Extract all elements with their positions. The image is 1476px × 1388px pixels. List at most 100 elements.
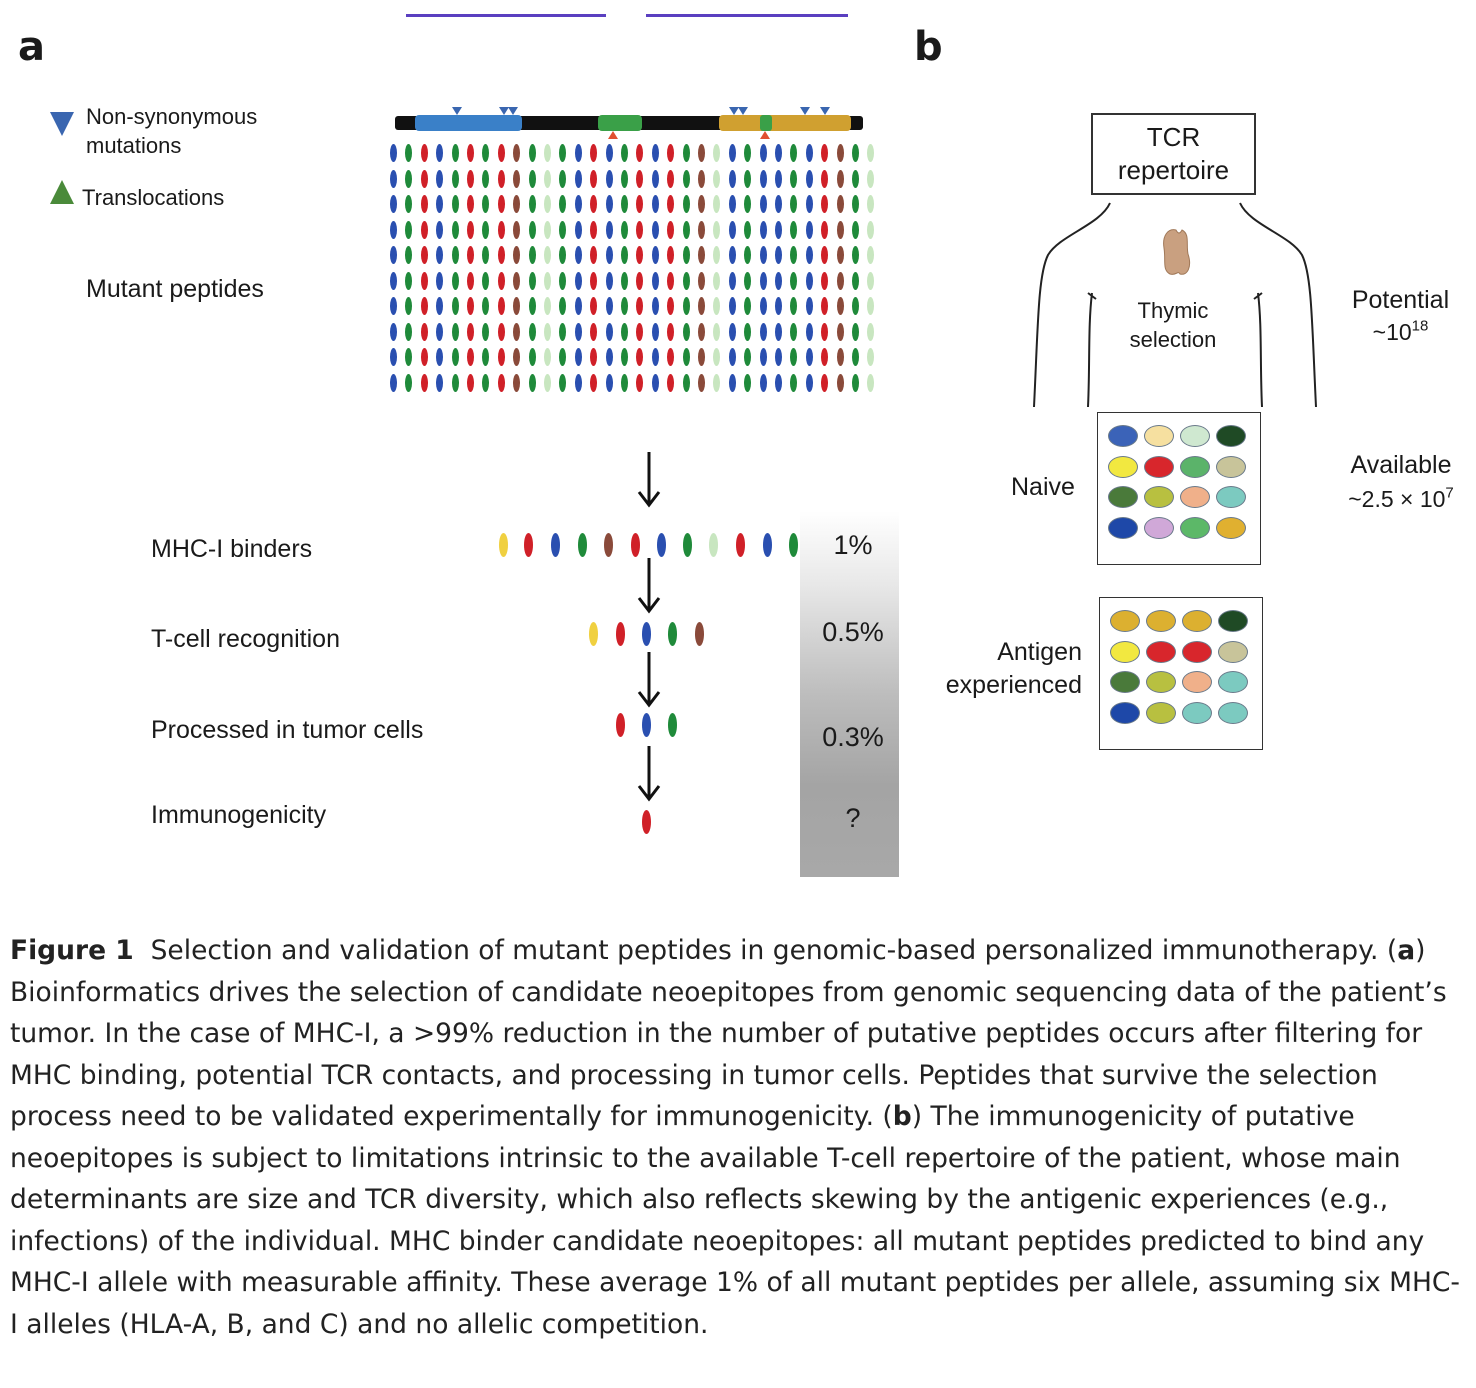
peptide-mark xyxy=(513,348,521,366)
peptide-mark xyxy=(775,169,782,188)
translocation-triangle-icon xyxy=(50,180,74,204)
naive-repertoire-grid xyxy=(1097,412,1261,565)
peptide-mark xyxy=(482,169,490,188)
peptide-mark xyxy=(513,220,521,239)
peptide-mark xyxy=(544,348,551,366)
peptide-mark xyxy=(728,246,736,264)
peptide-mark xyxy=(420,220,428,239)
tcr-clone-dot xyxy=(1144,486,1174,508)
peptide-mark xyxy=(728,220,736,239)
peptide-mark xyxy=(513,195,521,213)
peptide-mark xyxy=(605,348,613,366)
potential-label: Potential ~1018 xyxy=(1351,286,1450,345)
peptide-mark xyxy=(651,144,659,162)
peptide-mark xyxy=(713,144,721,162)
peptide-mark xyxy=(467,373,474,392)
peptide-mark xyxy=(621,348,628,366)
peptide-mark xyxy=(436,144,444,162)
peptide-mark xyxy=(836,373,844,392)
peptide-mark xyxy=(544,271,551,290)
peptide-mark xyxy=(436,271,444,290)
caption-b-text: The immunogenicity of putative neoepitop… xyxy=(10,1101,1460,1340)
peptide-mark xyxy=(805,271,813,290)
peptide-mark xyxy=(790,195,798,213)
peptide-mark xyxy=(574,144,582,162)
peptide-mark xyxy=(636,220,644,239)
peptide-mark xyxy=(821,220,829,239)
peptide-mark xyxy=(467,220,474,239)
peptide-mark xyxy=(451,373,459,392)
tcr-clone-dot xyxy=(1182,610,1212,632)
peptide-mark xyxy=(682,220,690,239)
peptide-mark xyxy=(467,271,474,290)
peptide-mark xyxy=(728,297,736,315)
peptide-mark xyxy=(728,169,736,188)
peptide-mark xyxy=(759,322,767,341)
thymic-selection-label: Thymic selection xyxy=(1129,298,1217,352)
tcr-clone-dot xyxy=(1108,425,1138,447)
peptide-mark xyxy=(821,322,829,341)
peptide-mark xyxy=(513,373,521,392)
peptide-mark xyxy=(436,220,444,239)
peptide-mark xyxy=(405,348,413,366)
peptide-mark xyxy=(651,220,659,239)
peptide-mark xyxy=(574,297,582,315)
peptide-mark xyxy=(405,144,413,162)
peptide-mark xyxy=(559,373,567,392)
panel-b-letter: b xyxy=(914,24,943,70)
tcr-clone-dot xyxy=(1216,455,1246,478)
peptide-mark xyxy=(836,195,844,213)
peptide-mark xyxy=(698,144,705,162)
peptide-mark xyxy=(467,322,474,341)
peptide-mark xyxy=(698,271,705,290)
peptide-mark xyxy=(821,297,829,315)
peptide-mark xyxy=(651,271,659,290)
peptide-mark xyxy=(852,348,859,366)
tcr-clone-dot xyxy=(1216,486,1246,508)
peptide-mark xyxy=(805,144,813,162)
percent-value: ? xyxy=(845,803,861,833)
peptide-mark xyxy=(867,271,875,290)
peptide-mark xyxy=(451,297,459,315)
tcr-clone-dot xyxy=(1182,640,1212,663)
arrow-down-icon xyxy=(637,452,661,508)
peptide-mark xyxy=(667,220,675,239)
peptide-mark xyxy=(636,271,644,290)
peptide-mark xyxy=(682,169,690,188)
peptide-mark xyxy=(436,348,444,366)
peptide-mark xyxy=(420,246,428,264)
peptide-mark xyxy=(668,713,677,737)
peptide-mark xyxy=(713,322,721,341)
peptide-mark xyxy=(559,322,567,341)
peptide-mark xyxy=(821,373,829,392)
peptide-mark xyxy=(821,271,829,290)
peptide-mark xyxy=(390,246,397,264)
peptide-mark xyxy=(604,533,613,557)
peptide-mark xyxy=(605,373,613,392)
tcr-clone-dot xyxy=(1146,701,1176,724)
peptide-mark xyxy=(836,271,844,290)
tcr-clone-dot xyxy=(1180,516,1210,539)
peptide-mark xyxy=(867,144,875,162)
peptide-mark xyxy=(590,195,598,213)
peptide-mark xyxy=(420,169,428,188)
peptide-mark xyxy=(736,533,745,557)
peptide-mark xyxy=(836,220,844,239)
tcr-clone-dot xyxy=(1144,455,1174,478)
peptide-mark xyxy=(713,220,721,239)
peptide-mark xyxy=(559,195,567,213)
peptide-mark xyxy=(616,713,625,737)
peptide-mark xyxy=(420,195,428,213)
peptide-mark xyxy=(775,144,782,162)
peptide-mark xyxy=(436,195,444,213)
gene-segment-green-small xyxy=(760,115,772,131)
peptide-mark xyxy=(631,533,640,557)
peptide-mark xyxy=(805,322,813,341)
tcr-clone-dot xyxy=(1180,455,1210,478)
tcr-clone-dot xyxy=(1180,425,1210,447)
tcr-clone-dot xyxy=(1110,640,1140,663)
step-label: Immunogenicity xyxy=(151,801,327,829)
peptide-mark xyxy=(605,246,613,264)
peptide-mark xyxy=(713,373,721,392)
peptide-mark xyxy=(451,144,459,162)
